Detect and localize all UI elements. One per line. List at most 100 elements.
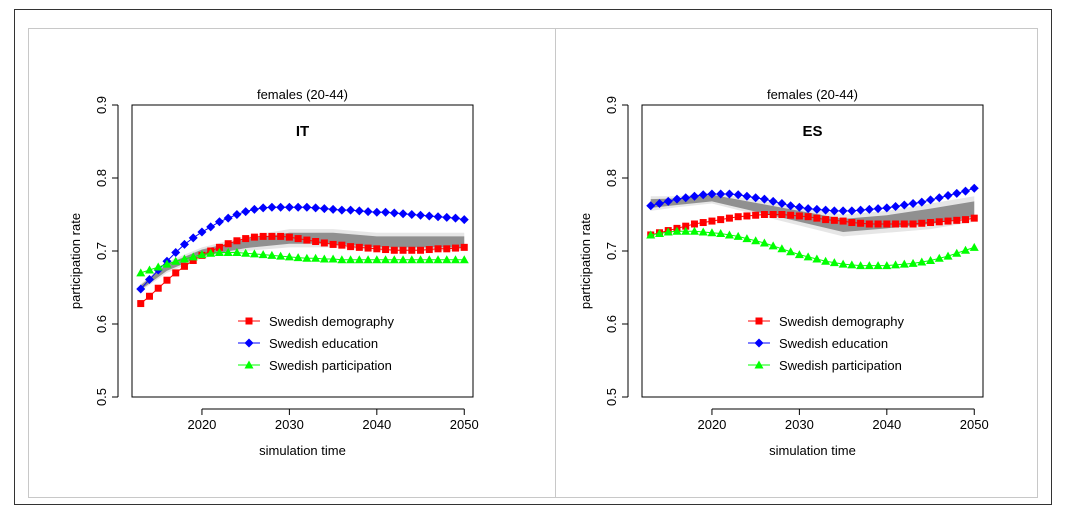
y-tick-label: 0.7 bbox=[604, 242, 619, 260]
data-point bbox=[917, 197, 927, 207]
data-point bbox=[364, 244, 372, 252]
data-point bbox=[839, 217, 847, 225]
data-point bbox=[137, 300, 145, 308]
data-point bbox=[900, 220, 908, 228]
y-tick-label: 0.8 bbox=[604, 169, 619, 187]
figure-frame: 0.5 0.6 0.7 0.8 0.9 2020 2030 2040 2050 females (… bbox=[14, 9, 1052, 505]
data-point bbox=[787, 211, 795, 219]
data-point bbox=[389, 255, 399, 264]
data-point bbox=[424, 255, 434, 264]
data-point bbox=[276, 202, 286, 212]
legend-marker bbox=[245, 317, 253, 325]
data-point bbox=[699, 219, 707, 227]
data-point bbox=[153, 262, 163, 271]
data-point bbox=[716, 228, 726, 237]
data-point bbox=[970, 214, 978, 222]
series-swedish-education bbox=[646, 183, 979, 216]
x-tick-label: 2020 bbox=[697, 417, 726, 432]
data-point bbox=[433, 212, 443, 222]
data-point bbox=[848, 219, 856, 227]
chart-it: 0.5 0.6 0.7 0.8 0.9 2020 2030 2040 2050 females (… bbox=[68, 87, 479, 458]
legend-marker bbox=[244, 360, 254, 369]
data-point bbox=[268, 232, 276, 240]
data-point bbox=[698, 190, 708, 200]
data-point bbox=[663, 196, 673, 206]
data-point bbox=[214, 247, 224, 256]
data-point bbox=[698, 227, 708, 236]
data-point bbox=[891, 260, 901, 269]
data-point bbox=[734, 213, 742, 221]
data-point bbox=[197, 227, 207, 237]
series-line bbox=[650, 230, 975, 267]
data-point bbox=[363, 255, 373, 264]
data-point bbox=[293, 202, 303, 212]
data-point bbox=[943, 191, 953, 201]
data-point bbox=[451, 213, 461, 223]
data-point bbox=[899, 259, 909, 268]
data-point bbox=[646, 201, 656, 211]
data-point bbox=[224, 240, 232, 248]
data-point bbox=[681, 193, 691, 203]
data-point bbox=[311, 203, 321, 213]
data-point bbox=[163, 276, 171, 284]
data-point bbox=[777, 199, 787, 209]
data-point bbox=[145, 292, 153, 300]
data-point bbox=[232, 247, 242, 256]
data-point bbox=[672, 194, 682, 204]
data-point bbox=[873, 204, 883, 214]
data-point bbox=[249, 204, 259, 214]
data-point bbox=[681, 226, 691, 235]
data-point bbox=[864, 261, 874, 270]
x-tick-label: 2050 bbox=[450, 417, 479, 432]
y-tick-label: 0.9 bbox=[604, 96, 619, 114]
data-point bbox=[144, 265, 154, 274]
data-point bbox=[654, 199, 664, 209]
data-point bbox=[812, 204, 822, 214]
data-point bbox=[171, 247, 181, 257]
data-point bbox=[952, 248, 962, 257]
x-axis-label: simulation time bbox=[769, 443, 856, 458]
data-point bbox=[311, 253, 321, 262]
data-point bbox=[154, 284, 162, 292]
data-point bbox=[417, 246, 425, 254]
data-point bbox=[926, 255, 936, 264]
data-point bbox=[733, 190, 743, 200]
data-point bbox=[768, 196, 778, 206]
data-point bbox=[338, 241, 346, 249]
data-point bbox=[442, 255, 452, 264]
data-point bbox=[171, 256, 181, 265]
data-point bbox=[162, 259, 172, 268]
data-point bbox=[751, 193, 761, 203]
data-point bbox=[829, 258, 839, 267]
data-point bbox=[337, 255, 347, 264]
data-point bbox=[346, 205, 356, 215]
data-point bbox=[197, 250, 207, 259]
data-point bbox=[822, 216, 830, 224]
data-point bbox=[716, 189, 726, 199]
data-point bbox=[277, 232, 285, 240]
legend-marker bbox=[754, 338, 764, 348]
data-point bbox=[433, 255, 443, 264]
data-point bbox=[751, 236, 761, 245]
data-point bbox=[935, 218, 943, 226]
data-point bbox=[136, 284, 146, 294]
data-point bbox=[742, 191, 752, 201]
x-axis-label: simulation time bbox=[259, 443, 346, 458]
data-point bbox=[337, 205, 347, 215]
data-point bbox=[267, 202, 277, 212]
series-swedish-demography bbox=[137, 232, 468, 308]
data-point bbox=[215, 243, 223, 251]
data-point bbox=[372, 255, 382, 264]
data-point bbox=[459, 255, 469, 264]
x-tick-label: 2040 bbox=[872, 417, 901, 432]
data-point bbox=[372, 207, 382, 217]
data-point bbox=[399, 246, 407, 254]
data-point bbox=[689, 191, 699, 201]
data-point bbox=[319, 254, 329, 263]
chart-es: 0.5 0.6 0.7 0.8 0.9 2020 2030 2040 2050 females (… bbox=[578, 87, 989, 458]
legend-label: Swedish demography bbox=[269, 314, 395, 329]
data-point bbox=[258, 203, 268, 213]
data-point bbox=[961, 245, 971, 254]
data-point bbox=[708, 217, 716, 225]
y-tick-label: 0.5 bbox=[604, 388, 619, 406]
